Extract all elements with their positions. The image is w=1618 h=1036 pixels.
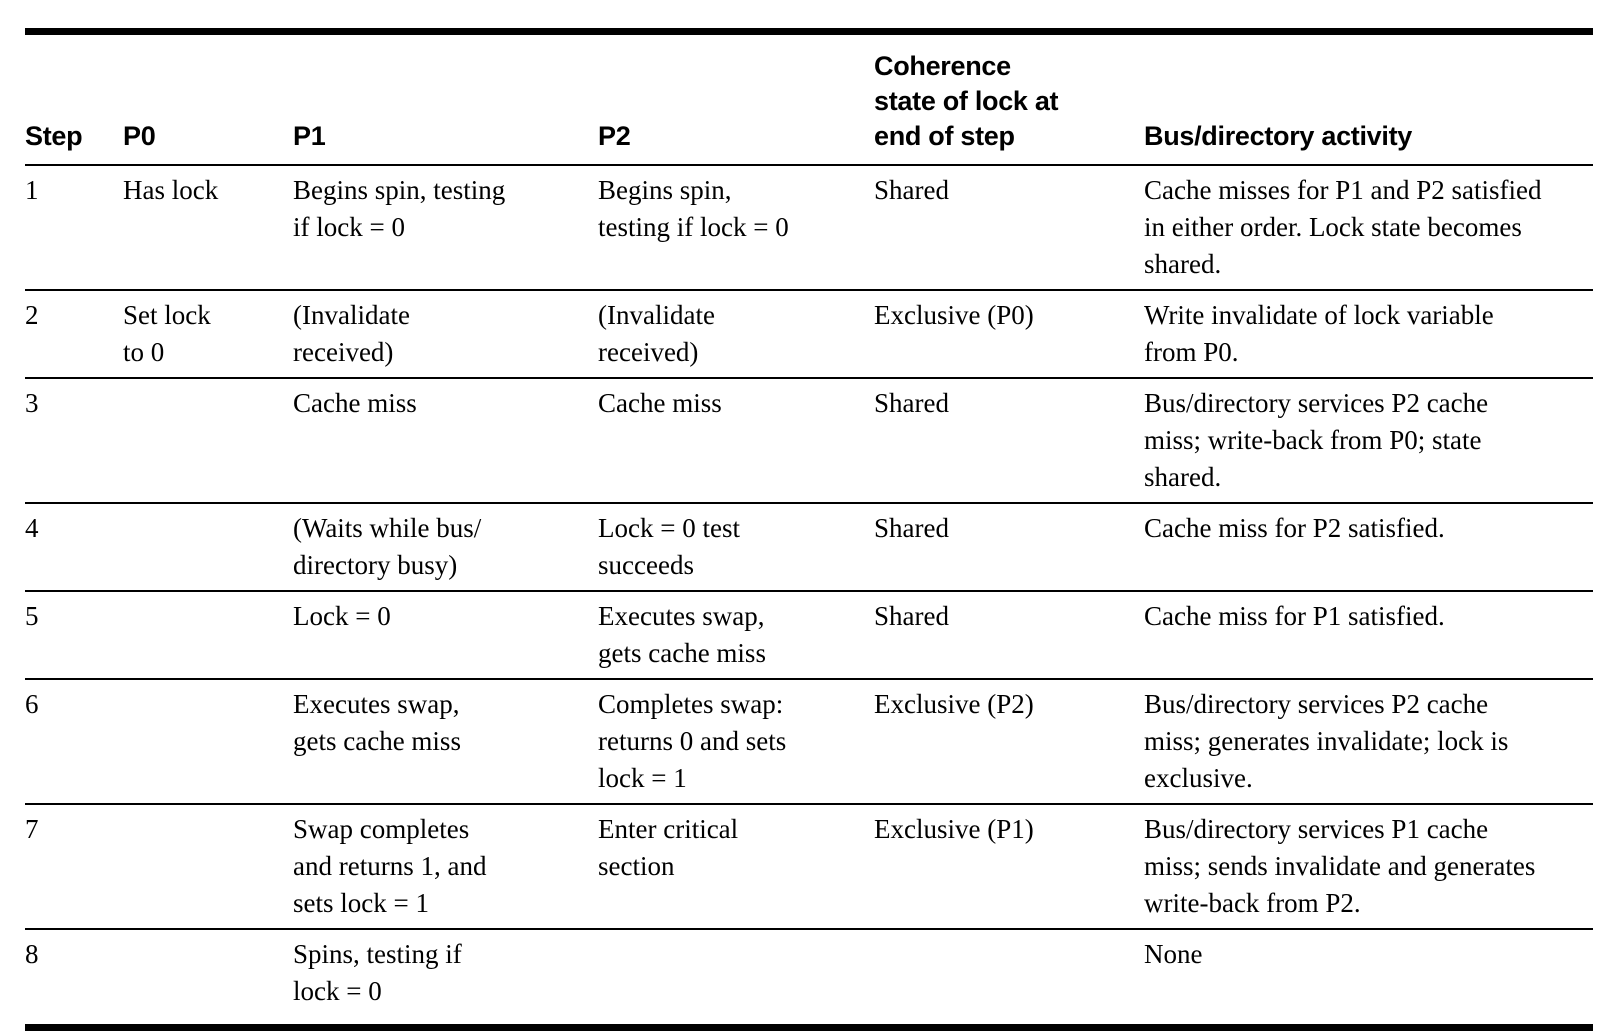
table-row-step-3: 3 Cache miss Cache miss Shared Bus/direc… <box>25 378 1593 504</box>
cell-p0 <box>123 929 293 1028</box>
table-row-step-7: 7 Swap completes and returns 1, and sets… <box>25 804 1593 930</box>
cell-coherence-state: Exclusive (P1) <box>874 804 1144 930</box>
table-row-step-2: 2 Set lock to 0 (Invalidate received) (I… <box>25 290 1593 379</box>
cell-p2: Lock = 0 test succeeds <box>598 503 874 592</box>
table-row-step-5: 5 Lock = 0 Executes swap, gets cache mis… <box>25 591 1593 680</box>
cell-bus-activity: Cache miss for P1 satisfied. <box>1144 591 1593 680</box>
cell-coherence-state: Exclusive (P0) <box>874 290 1144 379</box>
cell-p1: Begins spin, testing if lock = 0 <box>293 165 598 291</box>
cell-p1: Executes swap, gets cache miss <box>293 679 598 805</box>
cell-p1: Spins, testing if lock = 0 <box>293 939 462 1006</box>
spin-lock-coherence-table: Step P0 P1 P2 Coherence state of lock at… <box>25 28 1593 1031</box>
cell-p0 <box>123 378 293 504</box>
cell-step: 6 <box>25 679 123 805</box>
column-header-p2: P2 <box>598 31 874 166</box>
cell-step: 7 <box>25 804 123 930</box>
column-header-coherence-state: Coherence state of lock at end of step <box>874 31 1144 166</box>
cell-p2: Begins spin, testing if lock = 0 <box>598 165 874 291</box>
cell-bus-activity: Bus/directory services P1 cache miss; se… <box>1144 804 1593 930</box>
table-row-step-1: 1 Has lock Begins spin, testing if lock … <box>25 165 1593 291</box>
cell-coherence-state: Shared <box>874 378 1144 504</box>
table-row-step-6: 6 Executes swap, gets cache miss Complet… <box>25 679 1593 805</box>
cell-p0 <box>123 503 293 592</box>
cell-p0 <box>123 679 293 805</box>
cell-p1: Swap completes and returns 1, and sets l… <box>293 804 598 930</box>
cell-step: 8 <box>25 939 39 969</box>
table-header-row: Step P0 P1 P2 Coherence state of lock at… <box>25 31 1593 166</box>
cell-p2: Completes swap: returns 0 and sets lock … <box>598 679 874 805</box>
cell-p1: Lock = 0 <box>293 591 598 680</box>
cell-p2: Enter critical section <box>598 804 874 930</box>
cell-p2: Executes swap, gets cache miss <box>598 591 874 680</box>
cell-p1: Cache miss <box>293 378 598 504</box>
cell-bus-activity: Cache misses for P1 and P2 satisfied in … <box>1144 165 1593 291</box>
cell-coherence-state <box>874 929 1144 1028</box>
cell-bus-activity: Bus/directory services P2 cache miss; wr… <box>1144 378 1593 504</box>
cell-p0 <box>123 804 293 930</box>
column-header-p1: P1 <box>293 31 598 166</box>
cell-p2: (Invalidate received) <box>598 290 874 379</box>
cell-coherence-state: Shared <box>874 591 1144 680</box>
table-row-step-4: 4 (Waits while bus/ directory busy) Lock… <box>25 503 1593 592</box>
cell-coherence-state: Shared <box>874 503 1144 592</box>
column-header-p0: P0 <box>123 31 293 166</box>
cell-step: 4 <box>25 503 123 592</box>
cell-bus-activity: None <box>1144 939 1203 969</box>
cell-coherence-state: Exclusive (P2) <box>874 679 1144 805</box>
cell-bus-activity: Bus/directory services P2 cache miss; ge… <box>1144 679 1593 805</box>
cell-coherence-state: Shared <box>874 165 1144 291</box>
cell-p2: Cache miss <box>598 378 874 504</box>
cell-bus-activity: Cache miss for P2 satisfied. <box>1144 503 1593 592</box>
cell-step: 3 <box>25 378 123 504</box>
cell-step: 5 <box>25 591 123 680</box>
cell-p0: Has lock <box>123 165 293 291</box>
cell-bus-activity: Write invalidate of lock variable from P… <box>1144 290 1593 379</box>
cell-p0 <box>123 591 293 680</box>
cell-p0: Set lock to 0 <box>123 290 293 379</box>
cell-p2 <box>598 929 874 1028</box>
column-header-step: Step <box>25 31 123 166</box>
column-header-bus-directory-activity: Bus/directory activity <box>1144 31 1593 166</box>
cell-p1: (Invalidate received) <box>293 290 598 379</box>
cell-step: 1 <box>25 165 123 291</box>
table-row-step-8: 8 Spins, testing if lock = 0 None <box>25 929 1593 1028</box>
cell-p1: (Waits while bus/ directory busy) <box>293 503 598 592</box>
cell-step: 2 <box>25 290 123 379</box>
